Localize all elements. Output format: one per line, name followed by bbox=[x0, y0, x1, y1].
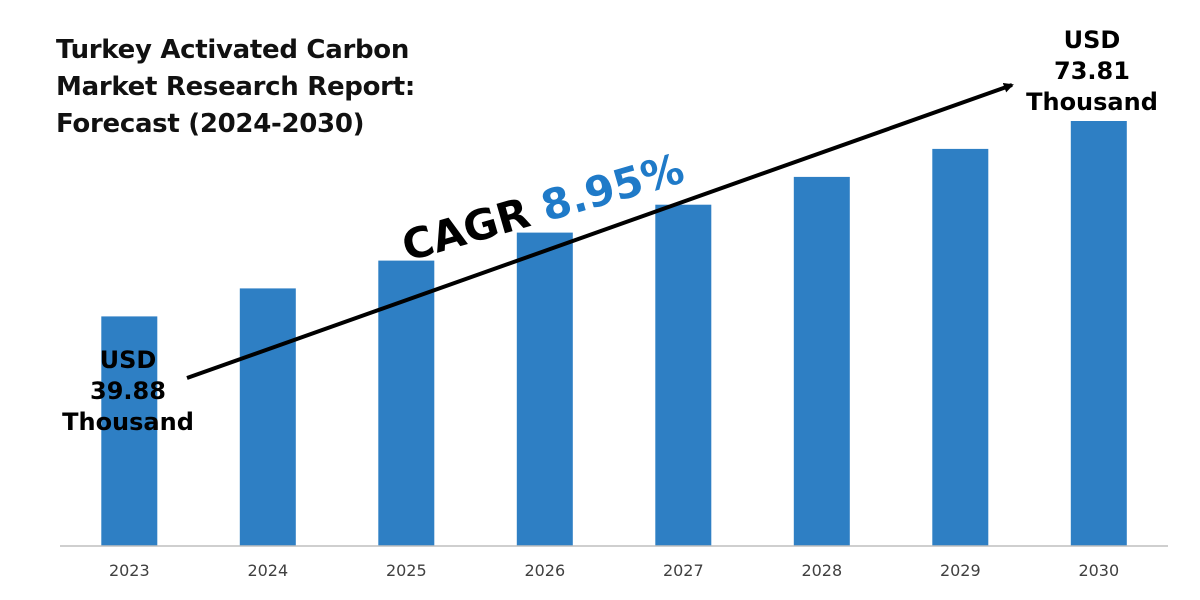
x-tick-label-2028: 2028 bbox=[801, 561, 842, 580]
bar-2023 bbox=[101, 316, 158, 546]
bar-2024 bbox=[239, 288, 296, 546]
end-value-line: USD bbox=[1063, 26, 1121, 54]
bars-group bbox=[101, 121, 1127, 546]
x-tick-label-2026: 2026 bbox=[524, 561, 565, 580]
title-line: Turkey Activated Carbon bbox=[56, 35, 410, 65]
title-line: Market Research Report: bbox=[56, 72, 415, 102]
end-value-line: Thousand bbox=[1026, 88, 1158, 116]
start-value-label: USD 39.88 Thousand bbox=[58, 345, 198, 438]
x-tick-labels: 2023 2024 2025 2026 2027 2028 2029 2030 bbox=[109, 561, 1119, 580]
bar-2026 bbox=[516, 232, 573, 546]
x-tick-label-2025: 2025 bbox=[386, 561, 427, 580]
end-value-line: 73.81 bbox=[1054, 57, 1130, 85]
trend-arrow bbox=[186, 82, 1014, 380]
title-line: Forecast (2024-2030) bbox=[56, 109, 365, 139]
bar-2028 bbox=[793, 176, 850, 546]
bar-2025 bbox=[378, 260, 435, 546]
start-value-line: 39.88 bbox=[90, 377, 166, 405]
x-tick-label-2030: 2030 bbox=[1078, 561, 1119, 580]
start-value-line: Thousand bbox=[62, 408, 194, 436]
x-tick-label-2027: 2027 bbox=[663, 561, 704, 580]
x-tick-label-2024: 2024 bbox=[247, 561, 288, 580]
bar-2029 bbox=[932, 148, 989, 546]
bar-2027 bbox=[655, 204, 712, 546]
start-value-line: USD bbox=[99, 346, 157, 374]
end-value-label: USD 73.81 Thousand bbox=[1022, 25, 1162, 118]
x-tick-label-2023: 2023 bbox=[109, 561, 150, 580]
bar-2030 bbox=[1070, 121, 1127, 546]
x-tick-label-2029: 2029 bbox=[940, 561, 981, 580]
chart-title: Turkey Activated Carbon Market Research … bbox=[56, 32, 476, 143]
